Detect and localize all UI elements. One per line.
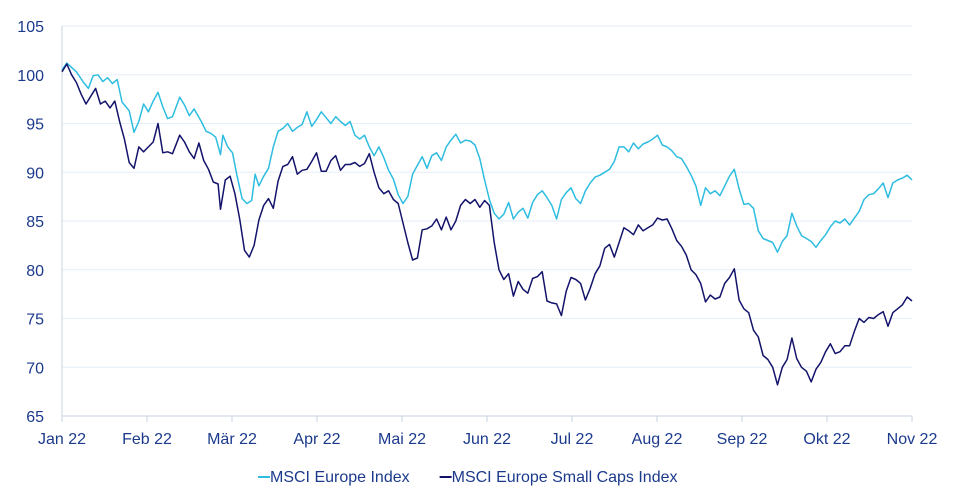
x-tick-label: Okt 22: [803, 431, 850, 448]
y-tick-label: 85: [26, 214, 44, 231]
legend-label: MSCI Europe Index: [270, 469, 410, 486]
legend-label: MSCI Europe Small Caps Index: [452, 469, 678, 486]
x-tick-label: Jan 22: [38, 431, 86, 448]
y-tick-label: 80: [26, 263, 44, 280]
y-tick-label: 105: [17, 19, 44, 36]
x-axis-ticks: Jan 22 Feb 22 Mär 22 Apr 22 Mai 22 Jun 22 Jul …: [38, 416, 937, 448]
y-tick-label: 100: [17, 68, 44, 85]
x-tick-label: Mär 22: [207, 431, 257, 448]
series-line-1: [61, 62, 913, 253]
x-tick-label: Apr 22: [293, 431, 340, 448]
legend: MSCI Europe Index MSCI Europe Small Caps …: [258, 469, 678, 486]
x-tick-label: Feb 22: [122, 431, 172, 448]
grid-lines: [62, 25, 912, 368]
x-tick-label: Jul 22: [551, 431, 594, 448]
y-tick-label: 90: [26, 165, 44, 182]
x-tick-label: Nov 22: [887, 431, 938, 448]
y-axis-ticks: 65 70 75 80 85 90 95 100 105: [17, 19, 44, 426]
x-tick-label: Jun 22: [463, 431, 511, 448]
y-tick-label: 65: [26, 409, 44, 426]
x-tick-label: Aug 22: [632, 431, 683, 448]
series-lines: [61, 62, 913, 386]
y-tick-label: 75: [26, 312, 44, 329]
series-line-2: [61, 63, 913, 386]
x-tick-label: Sep 22: [717, 431, 768, 448]
x-tick-label: Mai 22: [378, 431, 426, 448]
y-tick-label: 95: [26, 117, 44, 134]
y-tick-label: 70: [26, 360, 44, 377]
